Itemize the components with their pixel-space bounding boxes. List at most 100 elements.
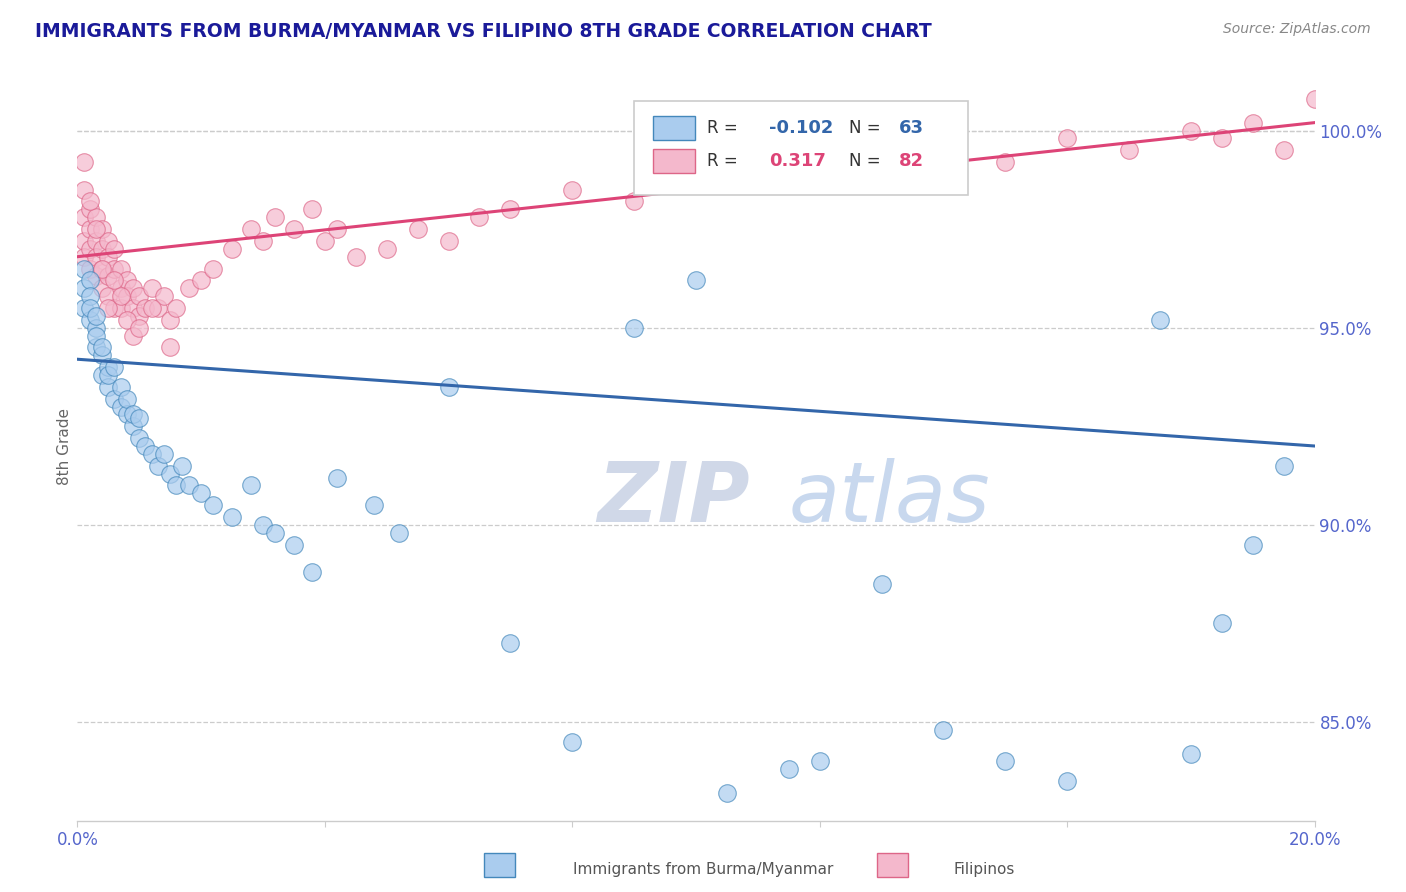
Text: 0.317: 0.317	[769, 153, 825, 170]
Point	[468, 211, 491, 225]
Point	[103, 360, 125, 375]
Point	[72, 183, 94, 197]
Point	[1056, 131, 1078, 145]
Point	[110, 261, 132, 276]
Point	[128, 411, 150, 425]
Point	[1211, 131, 1233, 145]
Point	[103, 273, 125, 287]
Point	[202, 498, 225, 512]
Point	[153, 289, 176, 303]
Point	[994, 755, 1017, 769]
Point	[239, 222, 262, 236]
FancyBboxPatch shape	[634, 102, 969, 195]
Point	[103, 261, 125, 276]
Text: IMMIGRANTS FROM BURMA/MYANMAR VS FILIPINO 8TH GRADE CORRELATION CHART: IMMIGRANTS FROM BURMA/MYANMAR VS FILIPIN…	[35, 22, 932, 41]
Point	[1272, 143, 1295, 157]
Point	[141, 281, 163, 295]
Point	[128, 289, 150, 303]
Point	[72, 281, 94, 295]
Point	[128, 320, 150, 334]
Point	[165, 301, 187, 315]
Point	[283, 222, 305, 236]
Point	[134, 301, 156, 315]
Point	[561, 735, 583, 749]
Point	[264, 211, 287, 225]
Point	[1056, 774, 1078, 789]
Point	[778, 763, 800, 777]
Point	[122, 328, 145, 343]
Point	[190, 486, 212, 500]
Text: ZIP: ZIP	[598, 458, 749, 539]
Point	[1180, 747, 1202, 761]
Point	[406, 222, 429, 236]
Point	[79, 313, 101, 327]
Point	[252, 234, 274, 248]
Point	[134, 439, 156, 453]
Point	[97, 360, 120, 375]
Point	[561, 183, 583, 197]
Point	[326, 222, 349, 236]
Point	[159, 340, 181, 354]
Text: atlas: atlas	[789, 458, 990, 539]
Point	[1303, 92, 1326, 106]
Point	[122, 408, 145, 422]
Point	[1211, 616, 1233, 631]
Text: Filipinos: Filipinos	[953, 863, 1015, 877]
Point	[1241, 115, 1264, 129]
Point	[91, 368, 114, 382]
Point	[91, 340, 114, 354]
Point	[221, 510, 243, 524]
Point	[115, 392, 138, 406]
Point	[84, 320, 107, 334]
Point	[91, 348, 114, 362]
Point	[103, 392, 125, 406]
Text: R =: R =	[707, 119, 744, 136]
Text: Immigrants from Burma/Myanmar: Immigrants from Burma/Myanmar	[572, 863, 834, 877]
Point	[283, 538, 305, 552]
Text: 82: 82	[898, 153, 924, 170]
Point	[91, 242, 114, 256]
Point	[363, 498, 385, 512]
Point	[79, 194, 101, 209]
Point	[159, 467, 181, 481]
Y-axis label: 8th Grade: 8th Grade	[56, 408, 72, 484]
Point	[437, 234, 460, 248]
Point	[122, 281, 145, 295]
Point	[84, 250, 107, 264]
Point	[110, 289, 132, 303]
Text: 63: 63	[898, 119, 924, 136]
Point	[128, 431, 150, 445]
Point	[685, 170, 707, 185]
Point	[388, 525, 411, 540]
Point	[79, 202, 101, 217]
Point	[72, 301, 94, 315]
Point	[153, 447, 176, 461]
Point	[870, 170, 893, 185]
Point	[685, 273, 707, 287]
Point	[146, 458, 169, 473]
Point	[172, 458, 194, 473]
Point	[72, 155, 94, 169]
Point	[499, 636, 522, 650]
Point	[1149, 313, 1171, 327]
Point	[314, 234, 336, 248]
Point	[141, 301, 163, 315]
Point	[79, 222, 101, 236]
Point	[808, 155, 831, 169]
Point	[79, 289, 101, 303]
Point	[264, 525, 287, 540]
Point	[110, 301, 132, 315]
Point	[1241, 538, 1264, 552]
Point	[84, 234, 107, 248]
Point	[115, 273, 138, 287]
Point	[91, 261, 114, 276]
Point	[103, 301, 125, 315]
Point	[747, 163, 769, 178]
Point	[716, 786, 738, 800]
Point	[808, 755, 831, 769]
Point	[110, 380, 132, 394]
Point	[932, 723, 955, 737]
Point	[202, 261, 225, 276]
FancyBboxPatch shape	[652, 149, 695, 173]
Point	[97, 289, 120, 303]
